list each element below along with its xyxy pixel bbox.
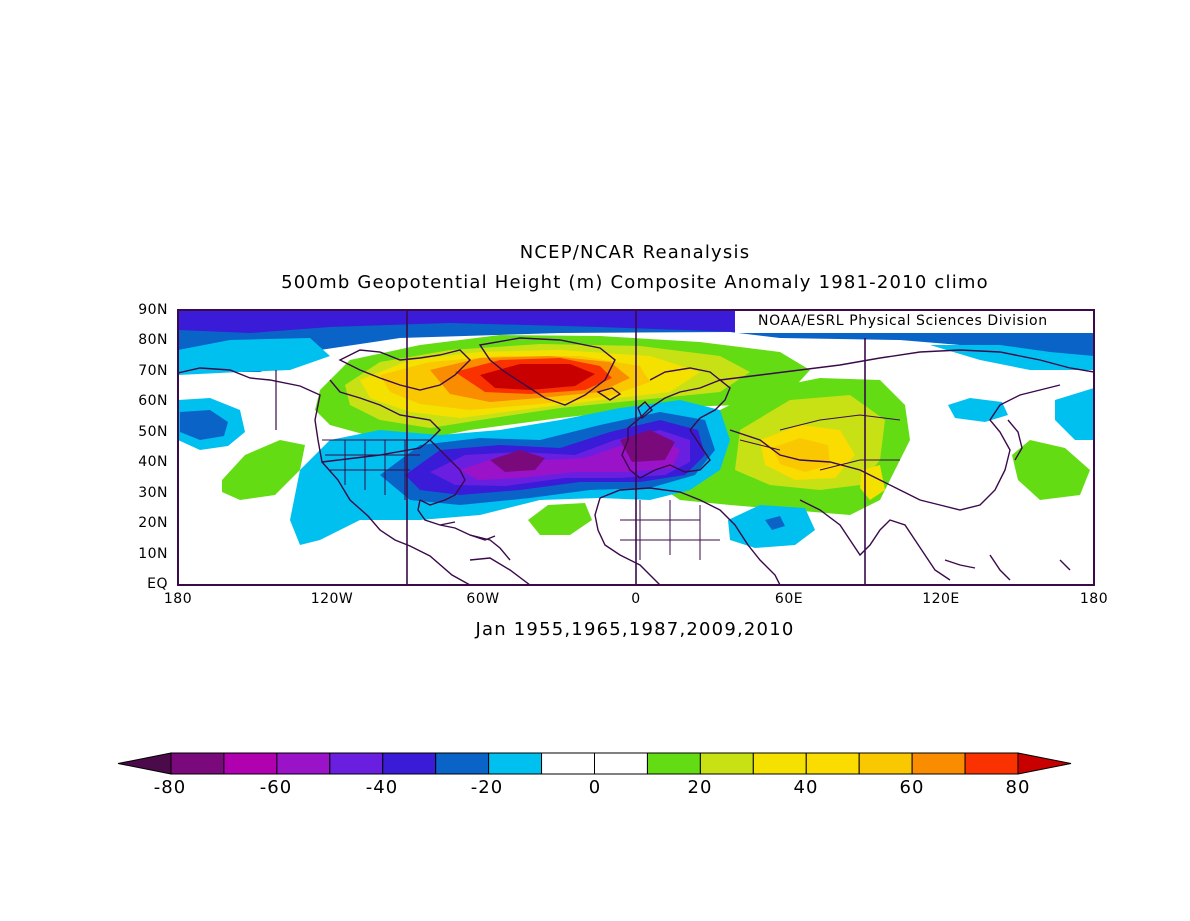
colorbar-min-arrow xyxy=(117,752,172,775)
y-tick-90n: 90N xyxy=(138,302,168,318)
colorbar-swatch xyxy=(964,752,1019,775)
japan-negative-field xyxy=(948,398,1008,422)
west-pacific-positive-field xyxy=(1012,440,1090,500)
x-tick-0: 0 xyxy=(631,591,641,607)
north-pacific-east-negative-field xyxy=(1055,388,1094,440)
colorbar-label-1: -60 xyxy=(259,777,293,798)
x-tick-180-west: 180 xyxy=(163,591,193,607)
pacific-west-negative-core xyxy=(180,410,228,440)
y-tick-10n: 10N xyxy=(138,546,168,562)
x-tick-120w: 120W xyxy=(310,591,354,607)
colorbar-swatch xyxy=(488,752,543,775)
x-tick-120e: 120E xyxy=(922,591,960,607)
polar-light-negative-field xyxy=(178,338,330,375)
polar-strong-negative-field xyxy=(178,310,735,333)
colorbar-label-8: 80 xyxy=(1005,777,1031,798)
colorbar-swatch xyxy=(541,752,595,775)
colorbar-swatch xyxy=(382,752,437,775)
colorbar-swatch xyxy=(646,752,701,775)
y-tick-70n: 70N xyxy=(138,363,168,379)
colorbar-label-7: 60 xyxy=(899,777,925,798)
y-tick-50n: 50N xyxy=(138,424,168,440)
coastlines xyxy=(178,337,1094,585)
colorbar xyxy=(117,752,1072,775)
colorbar-swatch xyxy=(805,752,860,775)
period-label: Jan 1955,1965,1987,2009,2010 xyxy=(475,619,795,640)
colorbar-swatch xyxy=(276,752,331,775)
x-tick-60e: 60E xyxy=(774,591,804,607)
chart-title: NCEP/NCAR Reanalysis xyxy=(519,242,751,263)
colorbar-label-6: 40 xyxy=(793,777,819,798)
atlantic-subtropical-positive-field xyxy=(528,503,592,535)
arabian-negative-core xyxy=(765,516,785,530)
y-tick-80n: 80N xyxy=(138,332,168,348)
y-tick-20n: 20N xyxy=(138,515,168,531)
chart-subtitle: 500mb Geopotential Height (m) Composite … xyxy=(281,272,989,293)
credit-label: NOAA/ESRL Physical Sciences Division xyxy=(758,313,1048,329)
pacific-positive-field xyxy=(222,440,305,500)
y-tick-eq: EQ xyxy=(147,576,168,592)
colorbar-swatch xyxy=(752,752,807,775)
greenland-positive-ridge xyxy=(315,335,810,440)
colorbar-label-4: 0 xyxy=(588,777,602,798)
y-tick-60n: 60N xyxy=(138,393,168,409)
colorbar-label-3: -20 xyxy=(470,777,504,798)
colorbar-swatch xyxy=(170,752,225,775)
colorbar-swatch xyxy=(594,752,648,775)
colorbar-swatch xyxy=(911,752,966,775)
colorbar-swatch xyxy=(329,752,384,775)
colorbar-swatch xyxy=(435,752,490,775)
colorbar-swatch xyxy=(223,752,278,775)
credit-box xyxy=(735,311,1093,333)
x-tick-180-east: 180 xyxy=(1079,591,1109,607)
y-tick-40n: 40N xyxy=(138,454,168,470)
colorbar-label-5: 20 xyxy=(687,777,713,798)
colorbar-label-2: -40 xyxy=(365,777,399,798)
y-tick-30n: 30N xyxy=(138,485,168,501)
anomaly-fields xyxy=(178,310,1094,548)
map-frame xyxy=(177,309,1095,586)
colorbar-max-arrow xyxy=(1017,752,1072,775)
colorbar-swatch xyxy=(858,752,913,775)
colorbar-swatch xyxy=(699,752,754,775)
colorbar-label-0: -80 xyxy=(153,777,187,798)
x-tick-60w: 60W xyxy=(466,591,500,607)
